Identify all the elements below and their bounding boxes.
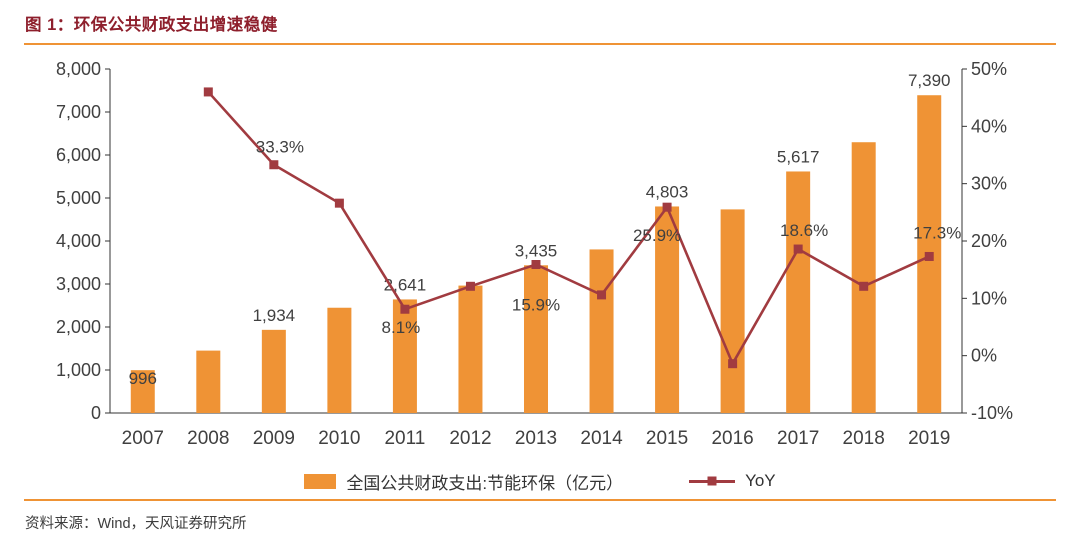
line-marker-point [597,290,607,300]
legend-line-label: YoY [745,471,776,490]
line-marker-point [793,244,803,254]
bar [589,249,614,413]
svg-text:2013: 2013 [515,428,557,449]
svg-text:5,617: 5,617 [777,147,820,166]
source-note: 资料来源：Wind，天风证券研究所 [25,516,247,532]
figure-header: 图 1：环保公共财政支出增速稳健 [0,0,1080,43]
svg-text:996: 996 [129,369,157,388]
svg-text:2011: 2011 [384,428,425,449]
svg-text:2008: 2008 [187,428,229,449]
combo-chart: 0 1,000 2,000 3,000 4,000 5,000 6,000 7,000 8,00… [56,59,1013,449]
yoy-value-labels: 33.3% 8.1% 15.9% 25.9% 18.6% 17.3% [256,138,962,337]
svg-text:6,000: 6,000 [56,145,101,165]
svg-text:2009: 2009 [253,428,295,449]
bar-swatch-icon [304,473,337,489]
bar [458,285,483,413]
svg-text:3,000: 3,000 [56,274,101,294]
line-marker-point [334,198,344,208]
bar [196,350,221,413]
svg-text:2015: 2015 [646,428,688,449]
figure-title: 图 1：环保公共财政支出增速稳健 [25,16,278,34]
line-marker-icon [689,476,736,486]
svg-text:4,000: 4,000 [56,231,101,251]
chart-legend: 全国公共财政支出:节能环保（亿元） YoY [0,463,1080,499]
svg-text:2019: 2019 [908,428,950,449]
svg-text:4,803: 4,803 [646,182,689,201]
svg-text:3,435: 3,435 [515,241,558,260]
svg-text:2007: 2007 [122,428,164,449]
legend-bar-item: 全国公共财政支出:节能环保（亿元） [304,469,623,494]
svg-text:2010: 2010 [318,428,360,449]
bar [524,265,548,413]
svg-text:50%: 50% [971,59,1007,79]
line-marker-point [662,202,672,212]
svg-text:2018: 2018 [843,428,885,449]
svg-text:2017: 2017 [777,428,819,449]
bar [130,370,155,413]
line-marker-point [465,281,475,291]
legend-bar-label: 全国公共财政支出:节能环保（亿元） [346,473,624,493]
svg-text:8,000: 8,000 [56,59,101,79]
svg-text:2012: 2012 [449,428,491,449]
axes [105,68,967,414]
svg-text:0: 0 [91,403,101,423]
svg-text:2016: 2016 [711,428,753,449]
bar [327,307,352,413]
x-axis-labels: 2007 2008 2009 2010 2011 2012 2013 2014 2015 2016… [122,428,951,449]
bar [720,209,745,413]
svg-text:1,000: 1,000 [56,360,101,380]
line-marker-point [269,160,279,170]
svg-text:7,000: 7,000 [56,102,101,122]
svg-text:15.9%: 15.9% [512,296,560,315]
yoy-line [207,91,930,367]
line-marker-point [531,260,541,270]
svg-text:18.6%: 18.6% [780,221,828,240]
svg-text:5,000: 5,000 [56,188,101,208]
svg-text:0%: 0% [971,346,997,366]
svg-text:8.1%: 8.1% [382,318,421,337]
bar [786,171,811,413]
svg-text:2,000: 2,000 [56,317,101,337]
svg-text:1,934: 1,934 [253,306,296,325]
svg-text:10%: 10% [971,288,1007,308]
left-axis-labels: 0 1,000 2,000 3,000 4,000 5,000 6,000 7,000 8,00… [56,59,101,423]
svg-text:20%: 20% [971,231,1007,251]
line-marker-point [400,304,410,314]
line-marker-point [203,87,213,97]
line-marker-point [728,359,738,369]
legend-line-item: YoY [689,471,776,491]
svg-text:2014: 2014 [580,428,623,449]
bar [851,142,876,413]
footer: 资料来源：Wind，天风证券研究所 [0,501,1080,533]
svg-text:-10%: -10% [971,403,1013,423]
svg-text:25.9%: 25.9% [633,226,681,245]
top-divider [24,43,1056,45]
svg-text:40%: 40% [971,116,1007,136]
right-axis-labels: -10% 0% 10% 20% 30% 40% 50% [971,59,1013,423]
line-marker-point [859,281,869,291]
bottom-divider [24,499,1056,501]
bar [392,299,417,413]
yoy-markers [203,87,934,369]
svg-text:17.3%: 17.3% [913,223,961,242]
line-marker-point [924,251,934,261]
svg-text:7,390: 7,390 [908,71,951,90]
bar [655,206,680,413]
bar-series [130,95,942,414]
svg-text:33.3%: 33.3% [256,138,304,157]
bar [261,329,286,413]
svg-text:30%: 30% [971,174,1007,194]
